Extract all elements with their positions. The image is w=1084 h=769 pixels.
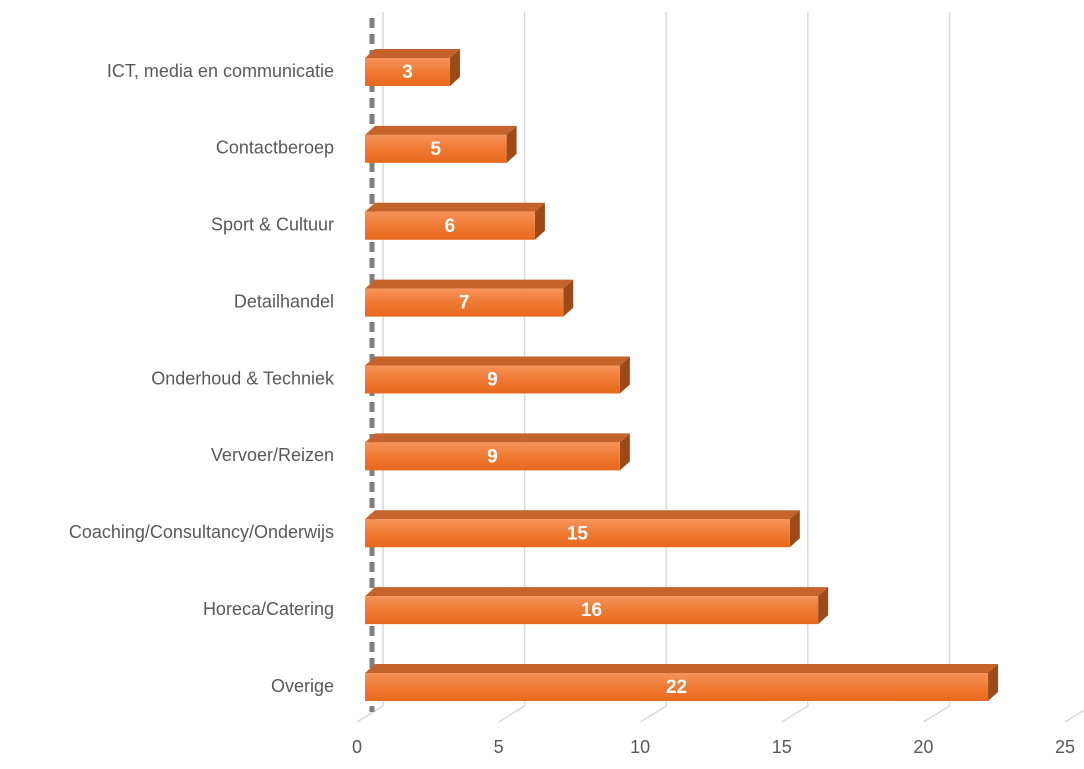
bar-front (365, 519, 790, 548)
bar (365, 587, 829, 625)
bar (365, 510, 800, 548)
x-tick-label: 25 (1055, 737, 1075, 757)
grid-line (1064, 709, 1084, 723)
bar-top (365, 433, 630, 443)
bar-top (365, 202, 545, 212)
bar (365, 433, 630, 471)
bar-front (365, 365, 620, 394)
grid (356, 12, 1084, 723)
bar-side (818, 587, 829, 625)
grid-line (923, 12, 951, 723)
bar-front (365, 596, 819, 625)
bar-front (365, 442, 620, 471)
bar-top (365, 125, 517, 135)
x-tick-label: 15 (772, 737, 792, 757)
bar-top (365, 510, 800, 520)
data-label: 22 (666, 677, 687, 698)
data-label: 5 (431, 139, 442, 160)
bar-side (619, 433, 630, 471)
bar-top (365, 279, 574, 289)
grid-line (356, 12, 384, 723)
bar (365, 279, 574, 317)
x-tick-label: 5 (494, 737, 504, 757)
bar-front (365, 288, 564, 317)
bar-side (563, 279, 574, 317)
x-tick-label: 10 (630, 737, 650, 757)
y-tick-label: Contactberoep (216, 138, 334, 158)
bar-side (506, 125, 517, 163)
x-tick-label: 0 (352, 737, 362, 757)
bar-side (534, 202, 545, 240)
bar (365, 202, 545, 240)
bar-top (365, 664, 999, 673)
bar-front (365, 673, 989, 701)
grid-line (498, 12, 526, 723)
data-label: 3 (402, 62, 413, 83)
data-label: 9 (487, 370, 498, 391)
bar-front (365, 211, 535, 240)
y-tick-label: Detailhandel (234, 291, 334, 311)
y-tick-label: Coaching/Consultancy/Onderwijs (69, 522, 334, 542)
y-tick-label: Overige (271, 676, 334, 696)
data-label: 16 (581, 600, 602, 621)
data-label: 6 (445, 216, 456, 237)
bar-top (365, 356, 630, 366)
bars (365, 49, 999, 701)
data-label: 9 (487, 446, 498, 467)
bar-side (789, 510, 800, 548)
bar (365, 49, 460, 86)
x-tick-label: 20 (913, 737, 933, 757)
bar (365, 356, 630, 394)
y-tick-label: Horeca/Catering (203, 599, 334, 619)
bar (365, 125, 517, 163)
y-tick-label: ICT, media en communicatie (107, 61, 334, 81)
y-tick-label: Vervoer/Reizen (211, 445, 334, 465)
bar-top (365, 587, 829, 597)
labels: 0 5 10 15 20 25 ICT, media en communicatie 3 Con… (69, 61, 1075, 757)
data-label: 7 (459, 293, 470, 314)
bar-front (365, 58, 450, 86)
bar-front (365, 134, 507, 163)
y-tick-label: Onderhoud & Techniek (151, 368, 335, 388)
data-label: 15 (567, 523, 589, 544)
y-tick-label: Sport & Cultuur (211, 215, 334, 235)
bar-side (988, 664, 999, 701)
bar-top (365, 49, 460, 58)
bar (365, 664, 999, 701)
bar-side (619, 356, 630, 394)
grid-line (781, 12, 809, 723)
bar-side (449, 49, 460, 86)
grid-line (639, 12, 667, 723)
